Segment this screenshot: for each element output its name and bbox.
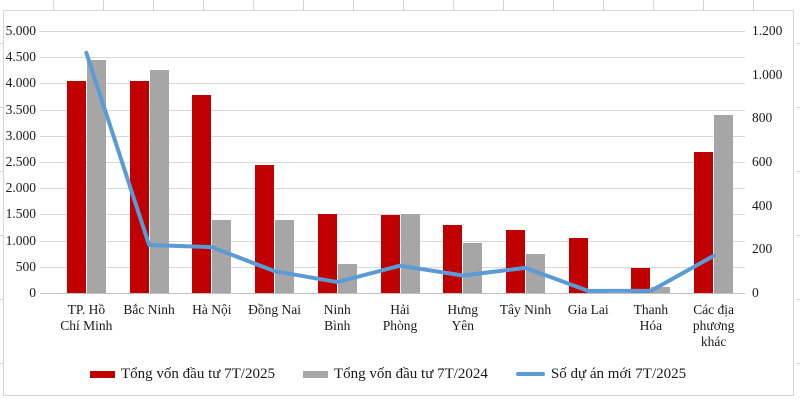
y-axis-left-label: 0 <box>29 285 36 300</box>
x-axis-line <box>40 293 745 294</box>
spreadsheet-gridline <box>796 43 800 44</box>
bar-total-investment-2025[interactable] <box>317 214 337 293</box>
y-axis-right-label: 600 <box>752 154 773 169</box>
x-axis-label: Thanh Hóa <box>633 302 669 333</box>
legend-label-total-investment-2024: Tổng vốn đầu tư 7T/2024 <box>333 365 488 382</box>
x-axis-label: Ninh Bình <box>323 302 351 333</box>
gridline <box>40 57 745 59</box>
x-axis-label: Các địa phương khác <box>692 302 735 349</box>
spreadsheet-gridline <box>53 0 54 10</box>
y-axis-left-label: 4.000 <box>5 75 36 91</box>
spreadsheet-gridline <box>103 0 104 10</box>
legend-label-new-projects-2025: Số dự án mới 7T/2025 <box>550 365 687 382</box>
x-axis-label: Hải Phòng <box>382 302 418 333</box>
spreadsheet-gridline <box>796 171 800 172</box>
spreadsheet-gridline <box>653 0 654 10</box>
x-axis-label: Hà Nội <box>192 302 232 317</box>
spreadsheet-gridline <box>703 0 704 10</box>
legend: Tổng vốn đầu tư 7T/2025 Tổng vốn đầu tư … <box>90 362 686 386</box>
spreadsheet-gridline <box>0 171 3 172</box>
x-axis-label: Tây Ninh <box>499 302 552 317</box>
bar-total-investment-2024[interactable] <box>463 243 483 293</box>
legend-swatch-new-projects-2025 <box>515 372 545 376</box>
bar-total-investment-2024[interactable] <box>651 287 671 293</box>
spreadsheet-gridline <box>153 0 154 10</box>
y-axis-left-label: 500 <box>15 258 36 274</box>
bar-total-investment-2025[interactable] <box>568 237 588 293</box>
y-axis-right-label: 0 <box>752 285 759 300</box>
spreadsheet-gridline <box>203 0 204 10</box>
bar-total-investment-2024[interactable] <box>714 114 734 293</box>
y-axis-left-label: 4.500 <box>5 49 36 65</box>
bar-total-investment-2025[interactable] <box>380 215 400 293</box>
spreadsheet-gridline <box>603 0 604 10</box>
x-axis-label: Hưng Yên <box>447 302 478 333</box>
y-axis-left-label: 3.000 <box>5 127 36 143</box>
bar-total-investment-2024[interactable] <box>212 219 232 293</box>
y-axis-left-label: 1.500 <box>5 206 36 222</box>
spreadsheet-gridline <box>403 0 404 10</box>
spreadsheet-gridline <box>0 299 3 300</box>
spreadsheet-gridline <box>796 299 800 300</box>
spreadsheet-gridline <box>753 0 754 10</box>
y-axis-right-label: 800 <box>752 110 773 126</box>
bar-total-investment-2024[interactable] <box>525 253 545 293</box>
spreadsheet-gridline <box>253 0 254 10</box>
spreadsheet-gridline <box>796 235 800 236</box>
y-axis-right-label: 1.200 <box>752 23 783 38</box>
legend-swatch-total-investment-2025 <box>90 370 115 378</box>
bar-total-investment-2024[interactable] <box>400 214 420 293</box>
spreadsheet-gridline <box>0 363 3 364</box>
legend-label-total-investment-2025: Tổng vốn đầu tư 7T/2025 <box>121 365 275 382</box>
spreadsheet-gridline <box>303 0 304 10</box>
bar-total-investment-2024[interactable] <box>149 70 169 293</box>
bar-total-investment-2024[interactable] <box>337 264 357 293</box>
legend-item-total-investment-2024[interactable]: Tổng vốn đầu tư 7T/2024 <box>302 365 488 383</box>
x-axis-label: Gia Lai <box>567 302 609 317</box>
bar-total-investment-2025[interactable] <box>192 94 212 293</box>
spreadsheet-gridline <box>0 107 3 108</box>
spreadsheet-gridline <box>796 363 800 364</box>
bar-total-investment-2025[interactable] <box>66 80 86 293</box>
bar-total-investment-2025[interactable] <box>694 151 714 293</box>
y-axis-right-label: 400 <box>752 197 773 213</box>
gridline <box>40 31 745 32</box>
bar-total-investment-2025[interactable] <box>129 80 149 293</box>
legend-swatch-total-investment-2024 <box>302 370 328 378</box>
x-axis-label: TP. Hồ Chí Minh <box>60 302 113 333</box>
y-axis-left-label: 2.000 <box>5 180 36 196</box>
y-axis-left-label: 1.000 <box>5 232 36 248</box>
y-axis-right-label: 1.000 <box>752 66 783 82</box>
bar-total-investment-2025[interactable] <box>255 164 275 293</box>
bar-total-investment-2025[interactable] <box>505 230 525 293</box>
bar-total-investment-2024[interactable] <box>86 59 106 293</box>
spreadsheet-gridline <box>0 235 3 236</box>
bar-total-investment-2024[interactable] <box>275 219 295 293</box>
x-axis-label: Bắc Ninh <box>123 302 175 317</box>
x-axis-label: Đồng Nai <box>248 302 301 317</box>
spreadsheet-gridline <box>453 0 454 10</box>
y-axis-left-label: 5.000 <box>5 23 36 38</box>
legend-item-total-investment-2025[interactable]: Tổng vốn đầu tư 7T/2025 <box>90 366 275 383</box>
spreadsheet-gridline <box>796 107 800 108</box>
spreadsheet-gridline <box>503 0 504 10</box>
y-axis-left-label: 2.500 <box>5 154 36 169</box>
legend-item-new-projects-2025[interactable]: Số dự án mới 7T/2025 <box>515 365 687 383</box>
spreadsheet-gridline <box>0 43 3 44</box>
bar-total-investment-2025[interactable] <box>443 224 463 293</box>
y-axis-right-label: 200 <box>752 241 773 257</box>
y-axis-left-label: 3.500 <box>5 101 36 117</box>
spreadsheet-gridline <box>353 0 354 10</box>
bar-total-investment-2024[interactable] <box>588 291 608 293</box>
spreadsheet-gridline <box>553 0 554 10</box>
bar-total-investment-2025[interactable] <box>631 267 651 293</box>
